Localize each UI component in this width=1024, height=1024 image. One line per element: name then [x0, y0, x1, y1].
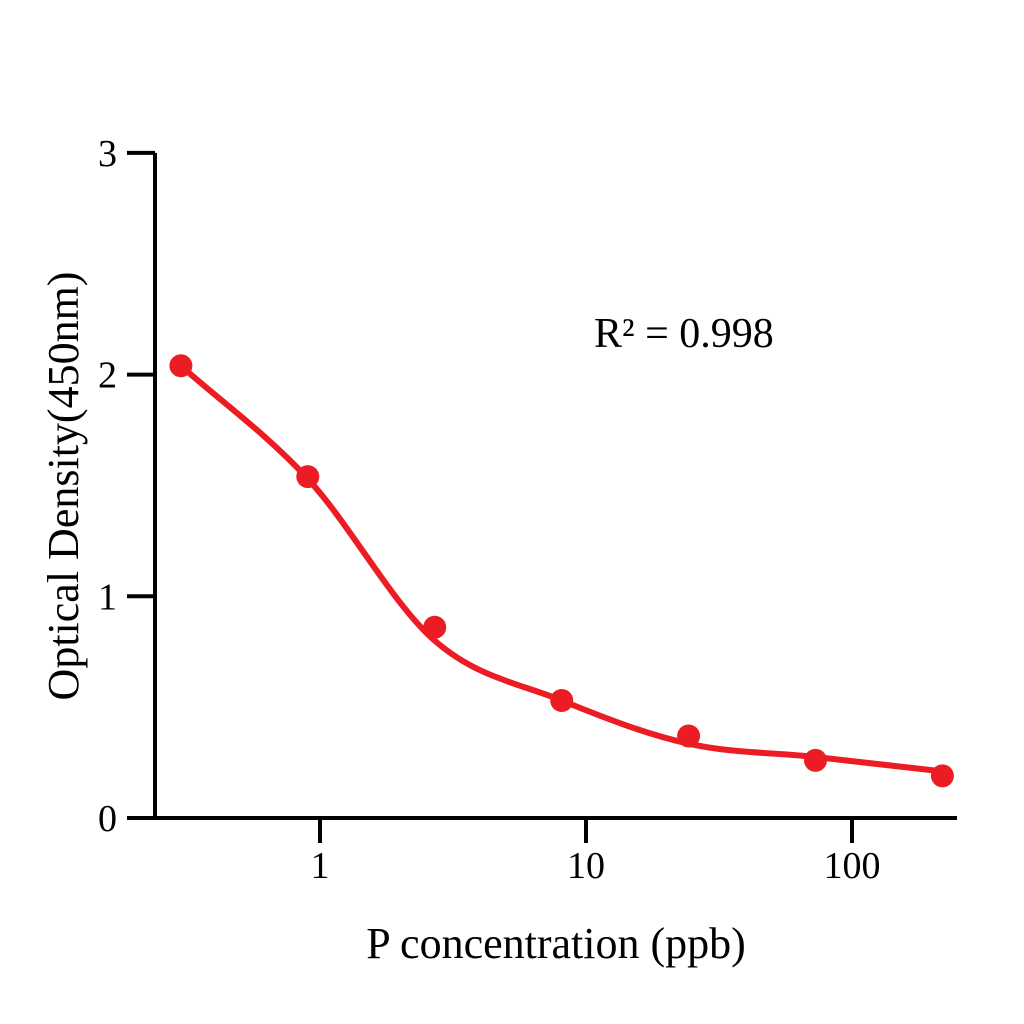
data-point — [550, 689, 574, 712]
data-point — [169, 354, 193, 378]
x-tick-label: 1 — [311, 845, 330, 887]
x-tick-label: 10 — [567, 845, 605, 887]
data-point — [930, 764, 954, 788]
data-point — [423, 615, 447, 639]
data-point — [296, 465, 320, 489]
series-layer — [169, 354, 954, 788]
axis-spine — [153, 152, 957, 820]
x-axis-title: P concentration (ppb) — [366, 919, 746, 968]
y-tick-label: 0 — [98, 798, 117, 840]
y-axis-title: Optical Density(450nm) — [39, 272, 88, 701]
y-tick-label: 3 — [98, 133, 117, 175]
x-tick-label: 100 — [824, 845, 881, 887]
tick-layer — [127, 150, 854, 843]
axes-layer — [153, 152, 957, 820]
data-point — [804, 748, 827, 772]
y-tick-label: 1 — [98, 576, 117, 618]
data-point — [677, 724, 701, 748]
tick-label-layer: 0 1 2 3 1 10 100 — [98, 133, 881, 887]
y-tick-label: 2 — [98, 355, 117, 397]
r-squared-annotation: R² = 0.998 — [594, 311, 774, 357]
